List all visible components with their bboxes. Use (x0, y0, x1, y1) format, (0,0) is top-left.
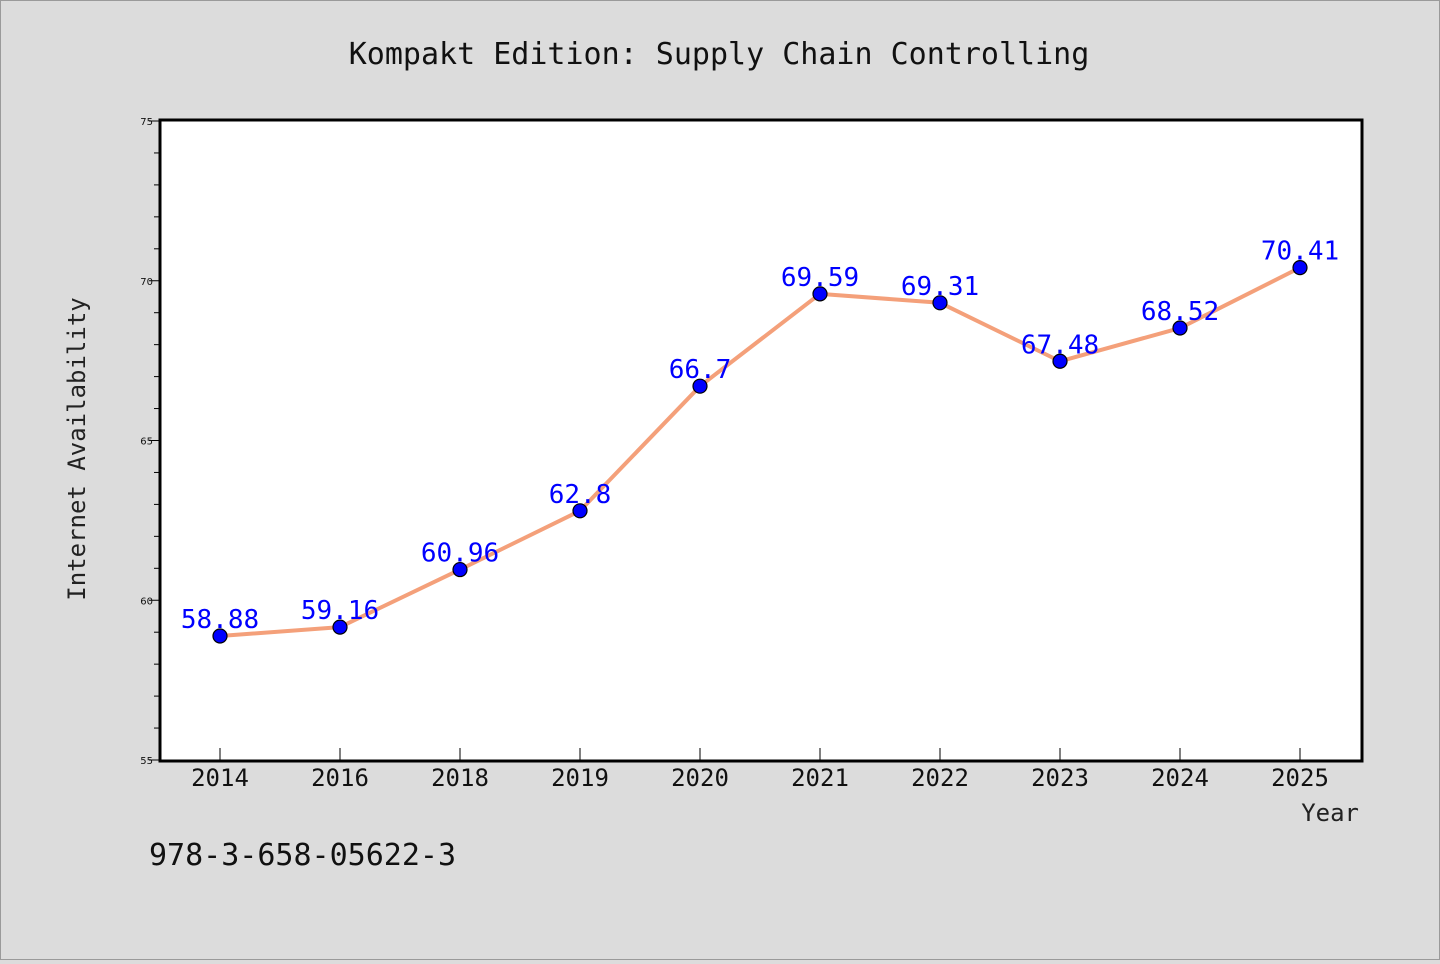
x-tick-label: 2025 (1271, 764, 1329, 792)
data-point-marker (332, 619, 348, 635)
data-point-marker (812, 286, 828, 302)
chart-title: Kompakt Edition: Supply Chain Controllin… (349, 37, 1090, 72)
data-point-marker (932, 295, 948, 311)
data-labels: 58.88 59.16 60.96 62.8 66.7 69.59 69.31 67.48 68… (181, 237, 1339, 635)
x-axis-label: Year (1301, 799, 1359, 827)
x-axis-tick-labels: 2014 2016 2018 2019 2020 2021 2022 2023 2024 2025 (191, 764, 1329, 792)
y-tick-label: 70 (140, 277, 153, 288)
data-label: 59.16 (301, 596, 379, 626)
data-point-marker (572, 503, 588, 519)
x-tick-label: 2016 (311, 764, 369, 792)
y-axis-tick-labels: 55 60 65 70 75 (140, 117, 153, 767)
y-axis-label: Internet Availability (63, 297, 91, 600)
data-point-markers (212, 260, 1308, 644)
y-tick-label: 75 (140, 117, 153, 128)
data-label: 62.8 (549, 480, 612, 510)
x-tick-label: 2018 (431, 764, 489, 792)
x-tick-label: 2023 (1031, 764, 1089, 792)
x-tick-label: 2020 (671, 764, 729, 792)
data-point-marker (692, 378, 708, 394)
data-label: 69.59 (781, 263, 859, 293)
x-tick-label: 2019 (551, 764, 609, 792)
data-point-marker (1292, 260, 1308, 276)
data-label: 58.88 (181, 605, 259, 635)
x-tick-label: 2022 (911, 764, 969, 792)
data-label: 68.52 (1141, 297, 1219, 327)
data-point-marker (1052, 353, 1068, 369)
data-label: 69.31 (901, 272, 979, 302)
data-point-marker (212, 628, 228, 644)
series-line (218, 265, 1302, 639)
x-tick-label: 2024 (1151, 764, 1209, 792)
data-point-marker (1172, 320, 1188, 336)
plot-area (158, 118, 1364, 763)
data-label: 66.7 (669, 355, 732, 385)
x-axis-ticks (219, 748, 1301, 760)
data-point-marker (452, 561, 468, 578)
isbn-text: 978-3-658-05622-3 (149, 838, 456, 873)
y-tick-label: 55 (140, 756, 153, 767)
data-label: 70.41 (1261, 237, 1339, 267)
y-tick-label: 60 (140, 596, 153, 607)
y-tick-label: 65 (140, 437, 153, 448)
data-label: 60.96 (421, 539, 499, 569)
x-tick-label: 2014 (191, 764, 249, 792)
x-tick-label: 2021 (791, 764, 849, 792)
data-label: 67.48 (1021, 330, 1099, 360)
y-axis-ticks (149, 120, 161, 761)
